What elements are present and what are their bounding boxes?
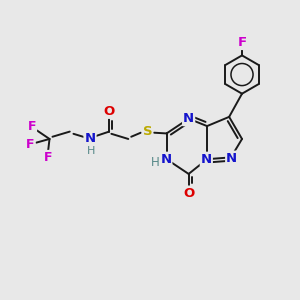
Text: H: H <box>150 156 159 170</box>
Text: S: S <box>142 125 152 138</box>
Text: O: O <box>103 105 115 118</box>
Text: F: F <box>44 151 52 164</box>
Text: F: F <box>238 36 247 49</box>
Text: N: N <box>201 153 212 166</box>
Text: H: H <box>87 146 96 156</box>
Text: F: F <box>28 120 36 133</box>
Text: N: N <box>226 152 237 165</box>
Text: N: N <box>160 153 171 166</box>
Text: N: N <box>84 133 96 146</box>
Text: N: N <box>183 112 194 125</box>
Text: O: O <box>183 187 194 200</box>
Text: F: F <box>26 138 34 151</box>
